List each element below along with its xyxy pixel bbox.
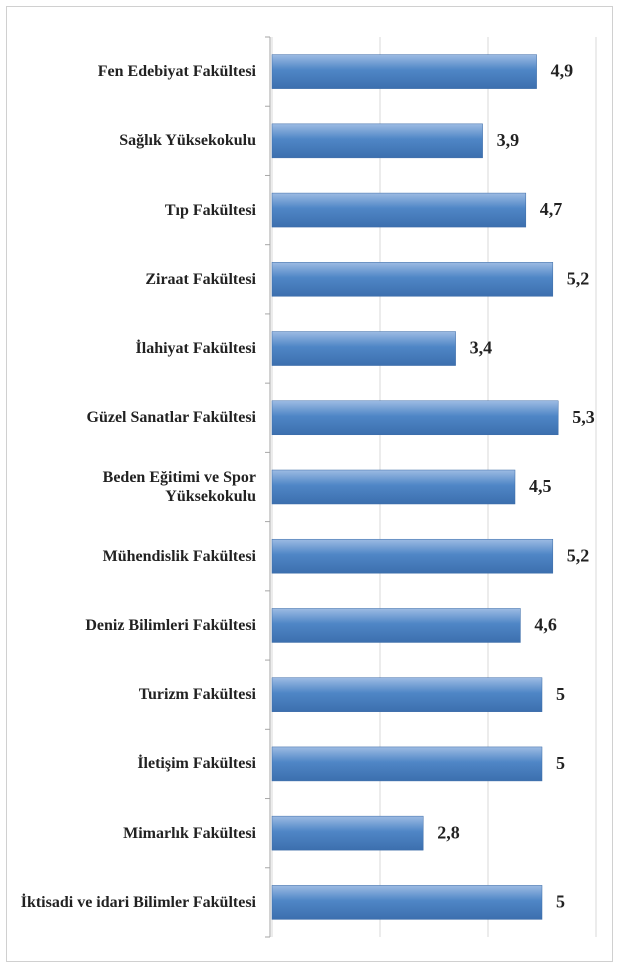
- category-label: Sağlık Yüksekokulu: [119, 132, 256, 150]
- category-label: İktisadi ve idari Bilimler Fakültesi: [20, 893, 256, 911]
- data-label: 5: [556, 892, 565, 912]
- data-label: 3,4: [470, 338, 493, 358]
- category-label: Deniz Bilimleri Fakültesi: [85, 616, 256, 634]
- data-label: 5,2: [567, 268, 590, 288]
- bar: [271, 815, 424, 851]
- category-label: İlahiyat Fakültesi: [135, 340, 256, 358]
- bar: [271, 538, 554, 574]
- bar: [271, 885, 543, 920]
- bar: [271, 400, 559, 436]
- data-label: 4,9: [551, 61, 574, 81]
- bar: [271, 331, 456, 366]
- bar: [271, 54, 537, 89]
- category-label: Mimarlık Fakültesi: [123, 824, 256, 842]
- bar: [271, 123, 483, 159]
- category-label: Fen Edebiyat Fakültesi: [97, 63, 256, 81]
- category-label: Ziraat Fakültesi: [145, 270, 256, 288]
- data-label: 5: [556, 684, 565, 704]
- category-label: İletişim Fakültesi: [137, 755, 256, 773]
- data-label: 5: [556, 753, 565, 773]
- bar: [271, 192, 527, 228]
- bar: [271, 746, 543, 782]
- category-label: Turizm Fakültesi: [138, 686, 256, 704]
- category-label: Tıp Fakültesi: [164, 201, 256, 219]
- bar: [271, 677, 543, 712]
- data-label: 5,3: [572, 407, 595, 427]
- bar: [271, 608, 521, 643]
- data-label: 5,2: [567, 545, 590, 565]
- bar: [271, 469, 516, 505]
- data-label: 4,7: [540, 199, 563, 219]
- data-label: 2,8: [437, 822, 460, 842]
- category-label: Mühendislik Fakültesi: [102, 547, 256, 565]
- category-label: Beden Eğitimi ve Spor Yüksekokulu: [102, 469, 256, 505]
- data-label: 4,6: [534, 615, 557, 635]
- bar: [271, 262, 554, 297]
- data-label: 3,9: [497, 130, 519, 150]
- data-label: 4,5: [529, 476, 552, 496]
- category-label: Güzel Sanatlar Fakültesi: [86, 409, 257, 427]
